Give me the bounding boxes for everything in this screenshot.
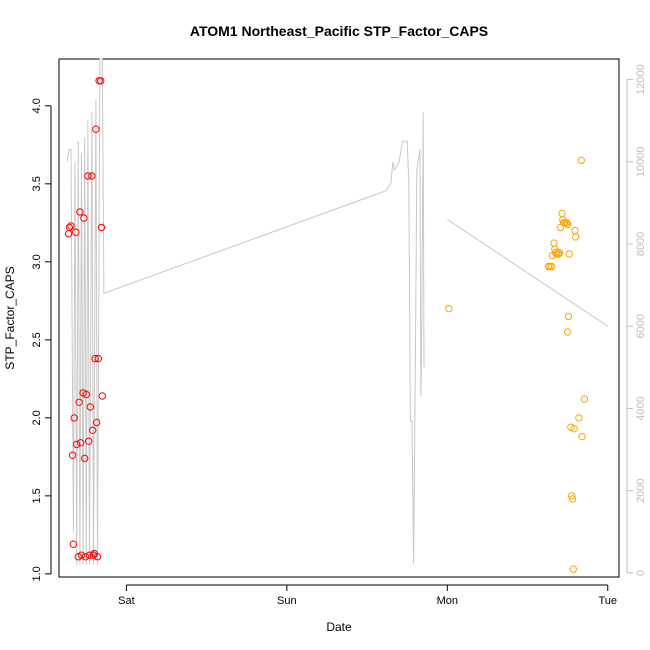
y-tick-label: 2.0 [31,410,43,425]
data-point [555,248,564,257]
x-tick-label: Tue [598,595,617,607]
data-point [80,214,88,222]
y-tick-label: 4.0 [31,98,43,113]
data-point [86,403,95,411]
y-axis: 1.0 1.5 2.0 2.5 3.0 3.5 4.0 [31,98,52,582]
data-points [64,77,589,573]
data-point [568,495,577,503]
data-point [97,77,105,85]
data-point [75,398,83,406]
data-point [547,262,556,271]
y-right-tick-label: 12000 [635,64,647,95]
data-point [578,432,586,441]
x-tick-label: Sun [277,595,297,607]
chart-title: ATOM1 Northeast_Pacific STP_Factor_CAPS [190,23,488,39]
data-point [564,328,572,336]
y-right-tick-label: 0 [635,570,647,576]
gray-series-line-2 [447,218,609,327]
y-tick-label: 3.5 [31,176,43,191]
data-point [564,312,573,321]
data-point [70,414,78,422]
y-tick-label: 2.5 [31,332,43,347]
x-tick-label: Sat [118,595,135,607]
data-point [568,492,576,500]
data-point [85,551,94,559]
y-right-tick-label: 6000 [635,314,647,338]
data-point [65,223,74,232]
data-point [93,418,101,427]
data-point [569,565,577,573]
data-point [94,354,103,363]
data-point [69,540,78,548]
data-point [445,304,453,313]
x-tick-label: Mon [437,595,458,607]
data-point [81,553,90,561]
y-tick-label: 1.0 [31,566,43,581]
data-point [92,125,100,133]
data-point [77,551,86,559]
data-point [565,250,573,258]
x-axis: Sat Sun Mon Tue [118,584,617,607]
data-point [564,220,572,229]
data-point [93,553,102,561]
data-point [84,172,92,180]
y-right-tick-label: 8000 [635,232,647,256]
data-point [575,414,583,422]
plot-frame [58,58,620,578]
data-point [73,440,81,449]
data-point [91,354,99,363]
y-axis-right: 0 2000 4000 6000 8000 10000 12000 [626,64,647,576]
data-point [82,390,91,399]
y-tick-label: 1.5 [31,488,43,503]
data-point [572,233,580,241]
data-point [88,172,96,180]
y-right-tick-label: 4000 [635,396,647,420]
data-point [76,208,84,216]
data-point [77,439,85,447]
x-axis-label: Date [326,620,352,634]
data-point [72,228,80,236]
data-point [81,454,89,463]
gray-series-lines [66,58,609,565]
data-point [85,437,93,445]
y-right-tick-label: 2000 [635,478,647,502]
data-point [68,451,77,459]
y-axis-label: STP_Factor_CAPS [3,266,17,369]
y-right-tick-label: 10000 [635,146,647,177]
gray-series-line-1 [66,58,425,565]
data-point [580,395,589,403]
data-point [570,425,578,433]
data-point [577,156,585,165]
data-point [67,222,75,230]
y-tick-label: 3.0 [31,254,43,269]
data-point [98,392,107,400]
data-point [89,426,97,434]
data-point [97,223,106,232]
